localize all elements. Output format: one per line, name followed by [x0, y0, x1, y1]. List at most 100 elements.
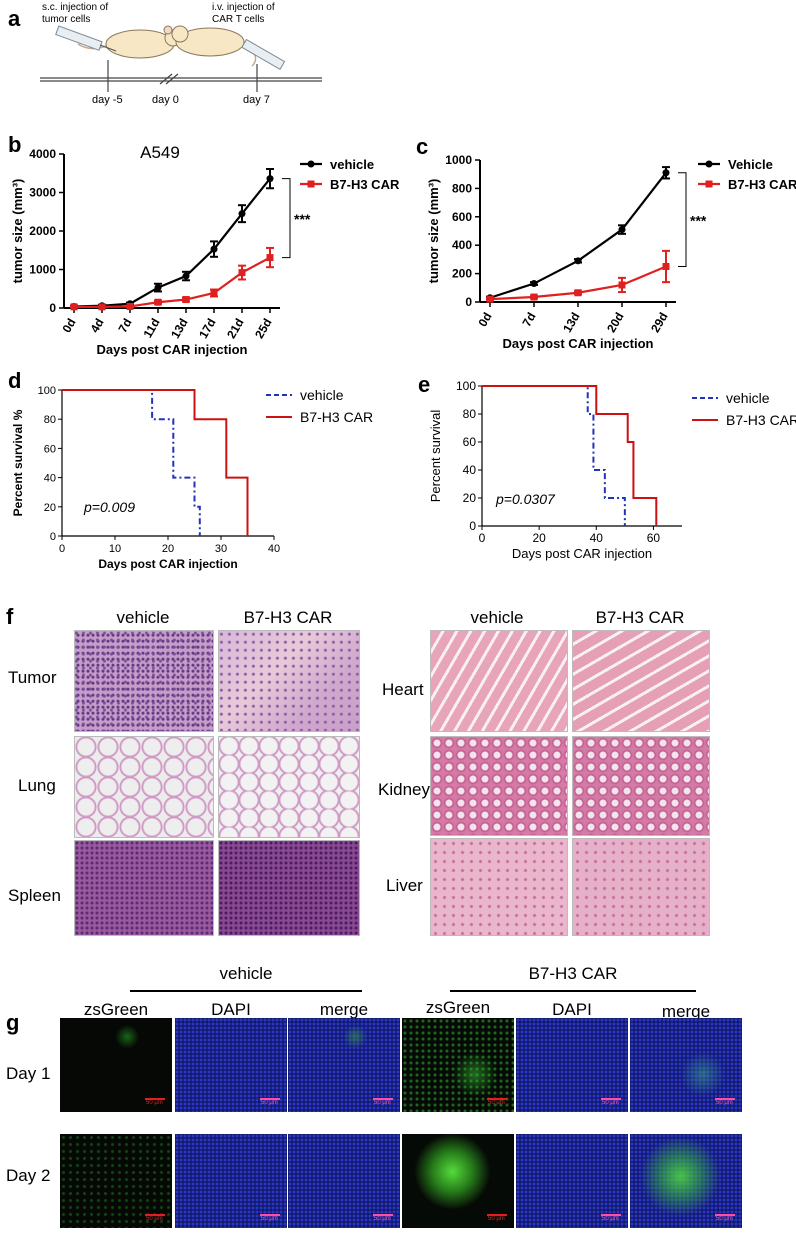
scale-bar [260, 1214, 280, 1216]
channel-label: DAPI [211, 1000, 251, 1019]
survival-curve [62, 389, 249, 536]
column-header: vehicle [470, 608, 524, 627]
data-point [266, 175, 274, 183]
x-tick-label: 20 [532, 531, 546, 545]
series-line [489, 172, 667, 299]
data-point [618, 226, 626, 234]
x-tick-label: 0d [475, 310, 494, 329]
histology-spleen-vehicle [74, 840, 214, 936]
scale-bar [487, 1098, 507, 1100]
scale-bar-label: 50 μm [716, 1216, 733, 1222]
channel-label: merge [661, 1002, 711, 1021]
x-tick-label: 11d [140, 316, 162, 340]
legend-label: Vehicle [728, 157, 773, 172]
panel-d-label: d [8, 368, 22, 393]
series-line [74, 256, 271, 308]
row-label: Spleen [8, 886, 61, 905]
x-tick-label: 25d [252, 316, 274, 341]
fluor-merge-car-day2 [630, 1134, 742, 1228]
channel-label: zsGreen [83, 1000, 149, 1019]
data-point [182, 272, 190, 280]
legend-marker [307, 180, 315, 188]
y-tick-label: 60 [44, 443, 56, 455]
scale-bar-label: 50 μm [602, 1100, 619, 1106]
y-tick-label: 1000 [29, 263, 56, 277]
significance-marker: *** [294, 211, 311, 227]
x-tick-label: 0 [59, 543, 65, 555]
panel-f-label: f [6, 604, 14, 629]
x-tick-label: 7d [115, 316, 134, 335]
histology-spleen-car [218, 840, 360, 936]
scale-bar [145, 1214, 165, 1216]
data-point [530, 293, 538, 301]
y-axis-label: Percent survival [428, 410, 443, 503]
x-tick-label: 21d [224, 316, 246, 341]
y-tick-label: 80 [44, 414, 56, 426]
channel-label: zsGreen [425, 998, 491, 1017]
data-point [210, 289, 218, 297]
data-point [662, 169, 670, 177]
significance-bracket [282, 178, 291, 259]
y-tick-label: 800 [452, 181, 472, 195]
data-point [154, 298, 162, 306]
legend-label: vehicle [726, 390, 770, 406]
column-header: B7-H3 CAR [595, 608, 685, 627]
p-value: p=0.009 [83, 499, 135, 515]
x-tick-label: 40 [268, 543, 280, 555]
group-header-vehicle: vehicle [219, 964, 273, 983]
y-axis-label: tumor size (mm³) [426, 179, 441, 284]
y-axis-label: Percent survival % [11, 409, 25, 516]
mouse-icon [171, 25, 257, 67]
data-point [238, 210, 246, 218]
row-label: Lung [18, 776, 56, 795]
survival-curve [482, 385, 658, 526]
legend-label: B7-H3 CAR [726, 412, 796, 428]
row-label: Heart [382, 680, 424, 699]
x-tick-label: 10 [109, 543, 121, 555]
channel-label: DAPI [552, 1000, 592, 1019]
data-point [98, 303, 106, 311]
channel-label: merge [319, 1000, 369, 1019]
y-tick-label: 40 [463, 463, 477, 477]
day-label: day -5 [92, 94, 123, 106]
fluor-merge-vehicle-day2 [288, 1134, 400, 1228]
x-tick-label: 20 [162, 543, 174, 555]
legend-label: vehicle [330, 157, 374, 172]
data-point [210, 245, 218, 253]
y-tick-label: 60 [463, 435, 477, 449]
x-tick-label: 0 [479, 531, 486, 545]
group-divider [130, 990, 362, 992]
x-tick-label: 13d [560, 310, 582, 335]
fluor-dapi-car-day1 [516, 1018, 628, 1112]
data-point [530, 280, 538, 288]
scale-bar-label: 50 μm [374, 1216, 391, 1222]
y-tick-label: 100 [38, 385, 56, 397]
scale-bar-label: 50 μm [146, 1100, 163, 1106]
panel-e-label: e [418, 372, 431, 397]
histology-tumor-vehicle [74, 630, 214, 732]
fluor-merge-vehicle-day1 [288, 1018, 400, 1112]
x-tick-label: 20d [604, 310, 626, 335]
y-tick-label: 200 [452, 267, 472, 281]
scale-bar-label: 50 μm [261, 1100, 278, 1106]
y-tick-label: 0 [50, 531, 56, 543]
y-tick-label: 2000 [29, 224, 56, 238]
scale-bar [601, 1098, 621, 1100]
day-label: day 7 [243, 94, 270, 106]
legend-marker [705, 180, 713, 188]
legend-label: B7-H3 CAR [330, 177, 400, 192]
y-axis-label: tumor size (mm³) [10, 179, 25, 284]
scale-bar-label: 50 μm [146, 1216, 163, 1222]
syringe-icon [241, 38, 286, 71]
x-tick-label: 17d [196, 316, 218, 341]
legend-marker [307, 160, 315, 168]
data-point [662, 263, 670, 270]
data-point [238, 269, 246, 277]
row-label: Day 1 [6, 1064, 51, 1083]
scale-bar [145, 1098, 165, 1100]
scale-bar [487, 1214, 507, 1216]
significance-bracket [678, 172, 687, 267]
scale-bar [373, 1098, 393, 1100]
